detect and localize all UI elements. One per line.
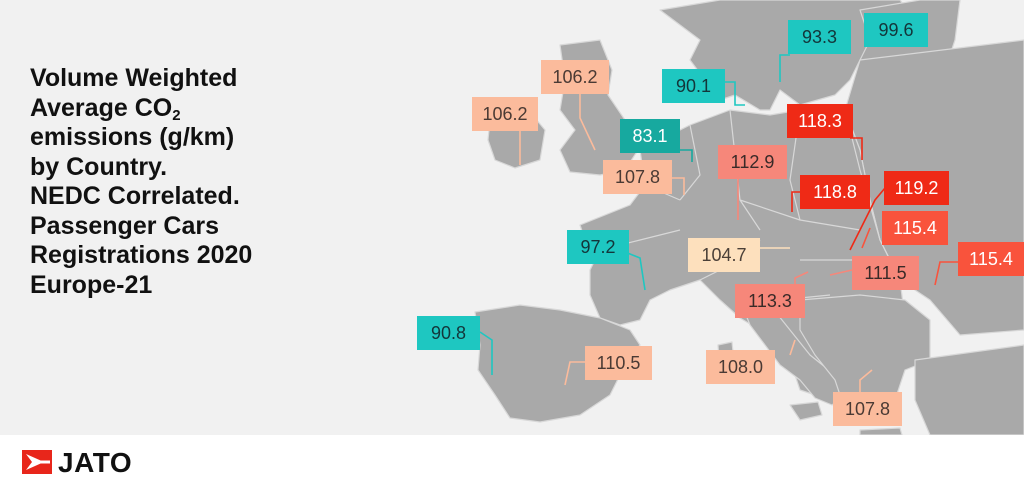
leader-line-romania	[934, 261, 958, 286]
leader-line-hungary	[861, 227, 871, 249]
label-czechia: 118.8	[800, 175, 870, 209]
label-greece: 107.8	[833, 392, 902, 426]
leader-line-slovakia	[849, 187, 886, 251]
label-romania: 115.4	[958, 242, 1024, 276]
leader-line-croatia	[829, 269, 853, 276]
leader-line-uk	[579, 94, 596, 151]
leader-line-greece	[859, 369, 873, 392]
label-denmark: 90.1	[662, 69, 725, 103]
leader-line-poland	[850, 137, 863, 160]
leader-line-spain	[564, 361, 585, 386]
crete-landmass	[859, 427, 903, 435]
label-portugal: 90.8	[417, 316, 480, 350]
label-germany: 112.9	[718, 145, 787, 179]
label-slovenia: 113.3	[735, 284, 805, 318]
jato-logo-text: JATO	[58, 447, 133, 478]
title-line-1: Volume Weighted	[30, 64, 238, 92]
iberia-landmass	[474, 304, 641, 423]
footer-bar: JATO	[0, 435, 1024, 488]
map-title: Volume Weighted Average CO2 emissions (g…	[30, 64, 400, 300]
label-uk: 106.2	[541, 60, 609, 94]
title-line-6: Passenger Cars	[30, 211, 220, 240]
label-sweden: 93.3	[788, 20, 851, 54]
title-line-4: by Country.	[30, 152, 168, 181]
title-line-8: Europe-21	[30, 270, 153, 299]
label-netherlands: 83.1	[620, 119, 680, 153]
title-line-7: Registrations 2020	[30, 241, 253, 269]
leader-line-portugal	[479, 331, 493, 375]
title-line-5: NEDC Correlated.	[30, 182, 240, 210]
label-switzerland: 104.7	[688, 238, 760, 272]
leader-line-denmark	[725, 81, 745, 106]
label-belgium: 107.8	[603, 160, 672, 194]
label-france: 97.2	[567, 230, 629, 264]
leader-line-italy	[789, 339, 796, 356]
label-finland: 99.6	[864, 13, 928, 47]
title-line-3: emissions (g/km)	[30, 123, 235, 151]
leader-line-netherlands	[680, 149, 693, 162]
label-hungary: 115.4	[882, 211, 948, 245]
label-ireland: 106.2	[472, 97, 538, 131]
leader-line-czechia	[791, 191, 800, 212]
leader-line-france	[624, 251, 646, 291]
label-spain: 110.5	[585, 346, 652, 380]
title-co2-prefix: Average CO	[30, 93, 173, 122]
label-croatia: 111.5	[852, 256, 919, 290]
jato-logo-mark-icon	[22, 450, 52, 474]
leader-line-sweden	[779, 54, 790, 82]
sicily-landmass	[789, 401, 823, 421]
label-poland: 118.3	[787, 104, 853, 138]
title-co2-subscript: 2	[172, 106, 181, 124]
label-italy: 108.0	[706, 350, 775, 384]
leader-line-belgium	[672, 177, 685, 195]
italy-landmass	[739, 299, 846, 406]
turkey-landmass	[914, 344, 1024, 435]
label-slovakia: 119.2	[884, 171, 949, 205]
title-line-2: Average CO2	[30, 94, 400, 124]
